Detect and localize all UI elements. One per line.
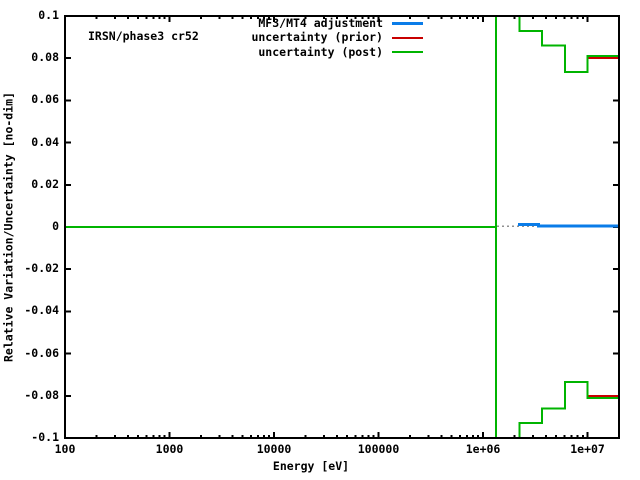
legend-line-adjustment-icon — [392, 21, 423, 25]
plot-border — [64, 15, 620, 439]
plot-annotation-label: IRSN/phase3 cr52 — [88, 29, 199, 43]
legend-line-prior-icon — [392, 36, 423, 39]
x-axis-title: Energy [eV] — [272, 459, 350, 473]
y-tick-label: -0.02 — [24, 261, 59, 276]
legend-label-post: uncertainty (post) — [258, 44, 383, 59]
y-tick-label: 0.06 — [31, 92, 59, 107]
x-tick-label: 1e+06 — [465, 442, 501, 456]
y-tick-label: -0.08 — [24, 387, 59, 402]
y-tick-label: 0.08 — [31, 50, 59, 65]
legend-row-post: uncertainty (post) — [0, 45, 423, 60]
legend-label-adjustment: MF3/MT4 adjustment — [258, 15, 383, 30]
x-tick-label: 100 — [54, 442, 76, 456]
legend-line-post-icon — [392, 51, 423, 54]
legend-row-adjustment: MF3/MT4 adjustment — [0, 16, 423, 31]
x-tick-label: 10000 — [256, 442, 292, 456]
series-adjustment-line — [517, 222, 619, 228]
y-tick-label: -0.1 — [31, 430, 59, 444]
y-tick-label: -0.06 — [24, 345, 59, 360]
y-tick-label: 0 — [52, 219, 59, 233]
y-tick-label: 0.1 — [38, 8, 59, 22]
legend-label-prior: uncertainty (prior) — [251, 30, 383, 45]
x-tick-label: 1e+07 — [570, 442, 605, 456]
series-post-steps-negative — [518, 381, 619, 438]
series-post-steps-positive — [518, 16, 619, 73]
x-tick-label: 100000 — [357, 442, 400, 456]
legend-row-prior: uncertainty (prior) — [0, 31, 423, 46]
legend: MF3/MT4 adjustment uncertainty (prior) u… — [0, 16, 423, 60]
y-tick-label: -0.04 — [24, 303, 59, 318]
y-tick-label: 0.02 — [31, 176, 59, 191]
x-tick-label: 1000 — [155, 442, 184, 456]
y-tick-label: 0.04 — [31, 134, 59, 149]
